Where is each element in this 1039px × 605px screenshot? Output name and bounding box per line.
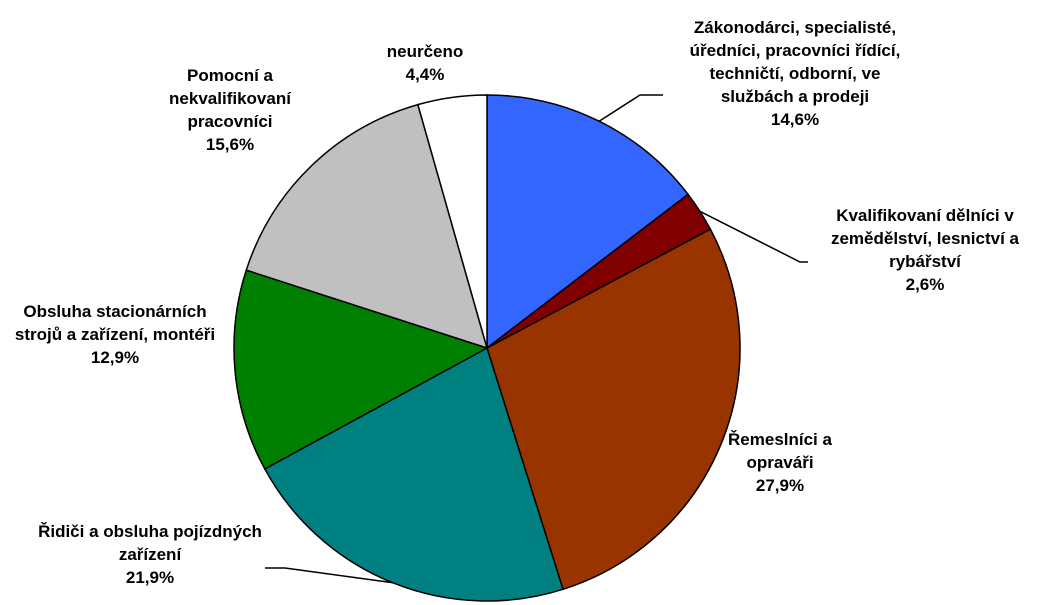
category-name: neurčeno [386, 42, 464, 61]
slice-label: neurčeno 4,4% [365, 40, 485, 86]
slice-label: Zákonodárci, specialisté, úředníci, prac… [680, 16, 910, 131]
slice-label: Řidiči a obsluha pojízdných zařízení 21,9… [35, 520, 265, 589]
pie-slice [486, 228, 741, 591]
category-name: Pomocní a nekvalifikovaní pracovníci [169, 66, 291, 131]
value-label: 12,9% [90, 348, 140, 367]
category-name: Řemeslníci a opraváři [728, 430, 832, 472]
slice-label: Řemeslníci a opraváři 27,9% [710, 428, 850, 497]
leader-line [699, 210, 808, 263]
leader-line [265, 567, 393, 584]
slice-label: Pomocní a nekvalifikovaní pracovníci 15,6… [148, 64, 313, 156]
pie-slice [245, 103, 489, 350]
slice-label: Kvalifikovaní dělníci v zemědělství, les… [805, 204, 1039, 296]
category-name: Řidiči a obsluha pojízdných zařízení [38, 522, 262, 564]
value-label: 27,9% [755, 476, 805, 495]
slice-label: Obsluha stacionárních strojů a zařízení,… [8, 300, 223, 369]
pie-slice [263, 346, 564, 602]
category-name: Kvalifikovaní dělníci v zemědělství, les… [830, 206, 1020, 271]
category-name: Zákonodárci, specialisté, úředníci, prac… [689, 18, 901, 106]
pie-slice [233, 269, 489, 470]
value-label: 2,6% [905, 275, 945, 294]
value-label: 14,6% [770, 110, 820, 129]
pie-slice [416, 94, 488, 349]
category-name: Obsluha stacionárních strojů a zařízení,… [14, 302, 216, 344]
value-label: 4,4% [405, 65, 445, 84]
leader-line [598, 94, 663, 122]
value-label: 21,9% [125, 568, 175, 587]
value-label: 15,6% [205, 135, 255, 154]
